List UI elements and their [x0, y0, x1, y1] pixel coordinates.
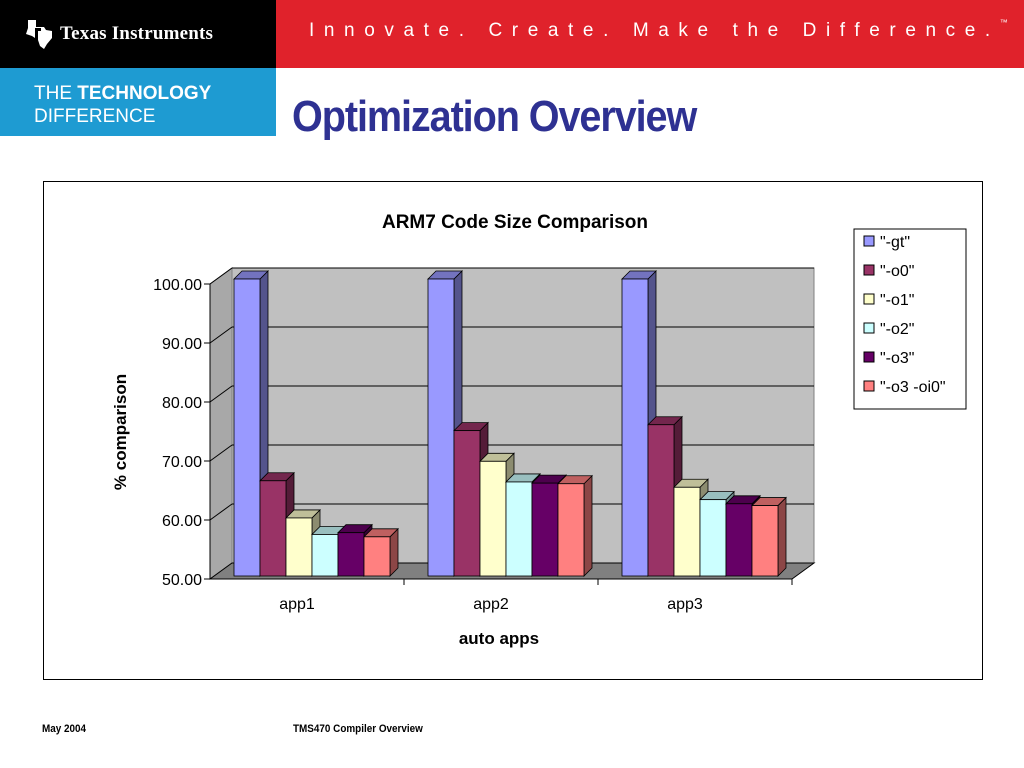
- bar-front: [427, 278, 455, 577]
- chart-side-wall: [209, 267, 233, 580]
- bar-front: [337, 532, 365, 577]
- page-title: Optimization Overview: [292, 92, 697, 141]
- legend-swatch: [863, 380, 875, 392]
- gridline-diagonal: [209, 326, 233, 344]
- chart-axes: 50.00 60.00 70.00 80.00 90.00 100.00 app1 app2 a…: [153, 277, 793, 613]
- y-tick-label: 80.00: [162, 395, 202, 412]
- x-tick-label: app2: [473, 596, 509, 613]
- bar: [751, 496, 787, 577]
- bar: [557, 474, 593, 577]
- bar-front: [557, 483, 585, 577]
- y-tick-label: 70.00: [162, 454, 202, 471]
- chart-legend: "-gt" "-o0" "-o1" "-o2" "-o3" "-o3 -oi0": [853, 228, 967, 410]
- footer-title: TMS470 Compiler Overview: [293, 723, 423, 735]
- legend-swatch: [863, 264, 875, 276]
- bar-front: [751, 505, 779, 577]
- bar-front: [285, 517, 313, 577]
- bar-front: [259, 480, 287, 577]
- bar-side: [777, 496, 787, 577]
- bar-front: [479, 460, 507, 577]
- chart-title: ARM7 Code Size Comparison: [382, 212, 648, 233]
- chart-bars: [233, 270, 787, 577]
- x-axis-label: auto apps: [459, 629, 539, 648]
- bar-front: [725, 503, 753, 577]
- code-size-chart: 50.00 60.00 70.00 80.00 90.00 100.00 app1 app2 a…: [111, 212, 967, 648]
- y-tick-label: 50.00: [162, 572, 202, 589]
- tagline-text: Innovate. Create. Make the Difference.: [309, 20, 1000, 41]
- y-tick-label: 90.00: [162, 336, 202, 353]
- legend-box: [853, 228, 967, 410]
- header-tagline-band: [276, 0, 1024, 68]
- legend-swatch: [863, 322, 875, 334]
- brand-slogan: THE TECHNOLOGY DIFFERENCE: [34, 82, 211, 128]
- gridline-diagonal: [209, 444, 233, 462]
- bar-front: [699, 499, 727, 577]
- chart-gridlines: [209, 267, 814, 521]
- x-tick-label: app3: [667, 596, 703, 613]
- bar-front: [505, 481, 533, 577]
- gridline-diagonal: [209, 385, 233, 403]
- legend-label: "-o0": [880, 263, 914, 280]
- gridline-diagonal: [209, 267, 233, 285]
- legend-label: "-o2": [880, 321, 914, 338]
- chart-frame: 50.00 60.00 70.00 80.00 90.00 100.00 app1 app2 a…: [43, 181, 983, 680]
- bar-front: [621, 278, 649, 577]
- legend-swatch: [863, 351, 875, 363]
- x-tick-label: app1: [279, 596, 315, 613]
- footer-date: May 2004: [42, 723, 87, 735]
- bar-front: [531, 482, 559, 577]
- header-brand-band: [0, 68, 276, 136]
- legend-label: "-o3 -oi0": [880, 379, 946, 396]
- brand-slogan-bold: TECHNOLOGY: [77, 83, 212, 104]
- bar-side: [583, 474, 593, 577]
- texas-state-logo-icon: [26, 20, 52, 49]
- trademark-mark: ™: [999, 18, 1008, 27]
- bar-front: [647, 424, 675, 577]
- tagline: Innovate. Create. Make the Difference.™: [309, 18, 1008, 42]
- y-axis-label: % comparison: [111, 374, 130, 490]
- y-tick-label: 100.00: [153, 277, 202, 294]
- bar-front: [311, 534, 339, 577]
- gridline-diagonal: [209, 503, 233, 521]
- legend-label: "-o1": [880, 292, 914, 309]
- legend-label: "-gt": [880, 234, 910, 251]
- y-tick-label: 60.00: [162, 513, 202, 530]
- brand-slogan-line1: THE TECHNOLOGY: [34, 82, 211, 105]
- bar-front: [233, 278, 261, 577]
- bar-front: [363, 536, 391, 577]
- bar: [363, 527, 399, 577]
- brand-slogan-light: THE: [34, 83, 78, 104]
- bar-front: [453, 430, 481, 577]
- bar-front: [673, 486, 701, 577]
- legend-swatch: [863, 293, 875, 305]
- legend-label: "-o3": [880, 350, 914, 367]
- legend-swatch: [863, 235, 875, 247]
- brand-slogan-line2: DIFFERENCE: [34, 106, 156, 127]
- company-wordmark: Texas Instruments: [60, 23, 214, 44]
